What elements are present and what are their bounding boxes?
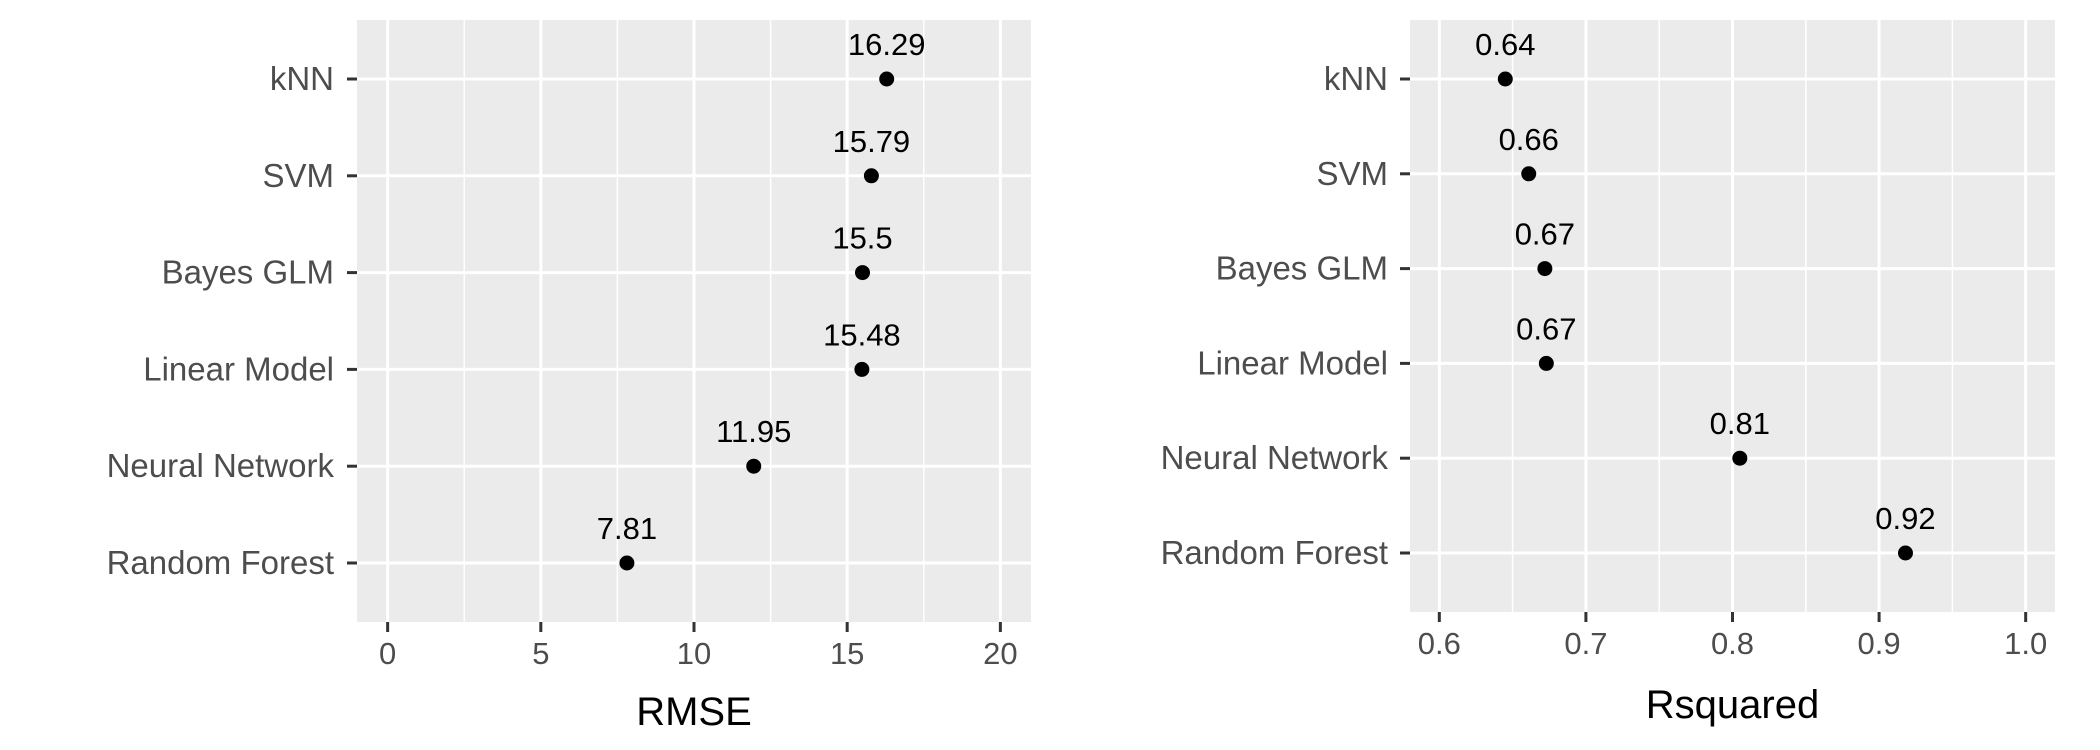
data-point xyxy=(855,265,870,281)
x-tick-label: 5 xyxy=(532,636,549,671)
x-axis-title: Rsquared xyxy=(1646,683,1819,727)
category-label: SVM xyxy=(262,157,334,194)
category-label: Neural Network xyxy=(107,447,335,484)
data-label: 16.29 xyxy=(848,27,926,62)
data-point xyxy=(1521,166,1537,182)
data-point xyxy=(619,555,635,571)
category-label: Linear Model xyxy=(1197,344,1388,381)
data-label: 0.67 xyxy=(1516,311,1576,346)
x-tick-label: 0.6 xyxy=(1418,626,1461,661)
rmse-panel: kNN SVM Bayes GLM Linear Model Neural Networ… xyxy=(107,20,1031,734)
x-tick-label: 0.9 xyxy=(1858,626,1901,661)
data-point xyxy=(1497,71,1513,87)
category-label: Bayes GLM xyxy=(1216,250,1388,287)
category-label: Bayes GLM xyxy=(162,254,334,291)
category-label: kNN xyxy=(270,60,334,97)
x-tick-label: 0 xyxy=(379,636,396,671)
data-point xyxy=(746,458,762,474)
data-point xyxy=(863,168,879,184)
data-label: 7.81 xyxy=(597,511,657,546)
data-point xyxy=(1897,545,1913,561)
x-tick-label: 10 xyxy=(677,636,711,671)
data-label: 0.92 xyxy=(1875,501,1935,536)
x-tick-label: 0.7 xyxy=(1564,626,1607,661)
data-point xyxy=(1732,450,1748,466)
data-label: 11.95 xyxy=(716,414,791,449)
data-point xyxy=(879,71,895,87)
x-tick-label: 15 xyxy=(830,636,864,671)
category-label: Linear Model xyxy=(143,350,334,387)
data-point xyxy=(1537,261,1553,277)
data-label: 15.5 xyxy=(832,221,892,256)
data-label: 0.67 xyxy=(1515,217,1575,252)
category-label: SVM xyxy=(1316,155,1388,192)
data-point xyxy=(1538,355,1554,371)
data-label: 15.79 xyxy=(833,124,911,159)
rsquared-panel: kNN SVM Bayes GLM Linear Model Neural Networ… xyxy=(1161,20,2055,727)
data-point xyxy=(854,361,870,377)
x-tick-label: 20 xyxy=(983,636,1017,671)
category-label: Neural Network xyxy=(1161,439,1389,476)
x-tick-label: 1.0 xyxy=(2004,626,2047,661)
data-label: 0.66 xyxy=(1499,122,1559,157)
x-tick-label: 0.8 xyxy=(1711,626,1754,661)
category-label: kNN xyxy=(1324,60,1388,97)
data-label: 0.81 xyxy=(1710,406,1770,441)
data-label: 15.48 xyxy=(823,317,901,352)
x-axis-title: RMSE xyxy=(636,690,752,734)
data-label: 0.64 xyxy=(1475,27,1535,62)
category-label: Random Forest xyxy=(107,544,334,581)
category-label: Random Forest xyxy=(1161,534,1388,571)
